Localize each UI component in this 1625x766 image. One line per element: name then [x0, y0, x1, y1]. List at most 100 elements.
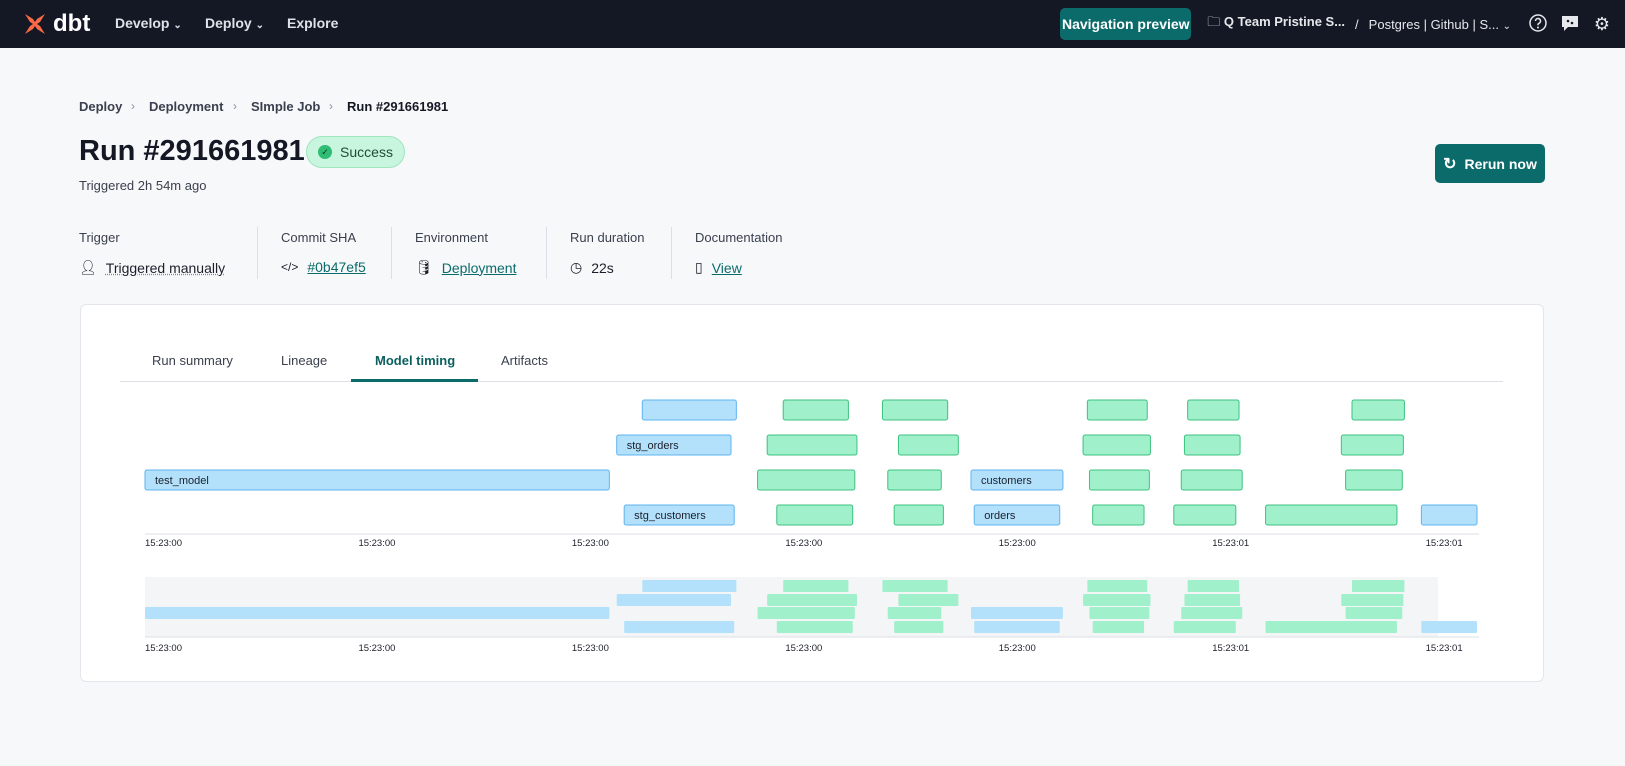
- timing-bar[interactable]: [1183, 434, 1241, 456]
- environment-link[interactable]: Deployment: [441, 259, 517, 276]
- timing-bar[interactable]: [1420, 504, 1478, 526]
- project-name: Q Team Pristine S...: [1223, 14, 1346, 29]
- status-text: Success: [340, 144, 393, 160]
- run-duration-value: ◷ 22s: [570, 259, 614, 276]
- overview-bar: [1173, 621, 1236, 633]
- commit-sha-value: </> #0b47ef5: [281, 259, 366, 275]
- folder-icon: 🗀: [1207, 14, 1221, 29]
- nav-label: Deploy: [205, 15, 252, 31]
- nav-explore[interactable]: Explore: [287, 15, 338, 31]
- help-icon[interactable]: [1527, 13, 1549, 35]
- check-circle-icon: ✓: [318, 145, 333, 159]
- chevron-down-icon: ⌄: [255, 20, 264, 31]
- commit-sha-link[interactable]: #0b47ef5: [307, 259, 366, 275]
- timing-bar[interactable]: [1086, 399, 1148, 421]
- status-badge: ✓ Success: [306, 136, 405, 168]
- topbar-right-group: Navigation preview 🗀 Q Team Pristine S..…: [1060, 8, 1613, 40]
- timing-bar[interactable]: [1340, 434, 1404, 456]
- feedback-chat-icon[interactable]: [1559, 13, 1581, 35]
- timing-bar[interactable]: [776, 504, 854, 526]
- rerun-label: Rerun now: [1464, 155, 1537, 172]
- overview-bar: [1083, 594, 1151, 606]
- timing-bar[interactable]: [1082, 434, 1151, 456]
- timing-bar[interactable]: [1187, 399, 1240, 421]
- overview-bar: [1092, 621, 1145, 633]
- timing-bar[interactable]: [1345, 469, 1403, 491]
- overview-bar: [1184, 594, 1241, 606]
- timing-bar[interactable]: [1092, 504, 1145, 526]
- gear-icon[interactable]: ⚙: [1593, 14, 1611, 34]
- timing-bar[interactable]: [144, 469, 610, 491]
- timing-bar[interactable]: [973, 504, 1061, 526]
- timing-bar-label: customers: [981, 475, 1032, 487]
- overview-bar: [1341, 594, 1404, 606]
- overview-bar: [757, 607, 855, 619]
- tab-model-timing[interactable]: Model timing: [375, 353, 456, 368]
- overview-bar: [887, 607, 942, 619]
- nav-deploy[interactable]: Deploy ⌄: [205, 15, 264, 31]
- project-selector[interactable]: 🗀 Q Team Pristine S...: [1207, 13, 1345, 35]
- breadcrumb-job[interactable]: SImple Job: [251, 99, 321, 114]
- timing-bar[interactable]: [1265, 504, 1398, 526]
- overview-bar: [882, 580, 948, 592]
- trigger-label: Trigger: [79, 230, 120, 245]
- commit-sha-label: Commit SHA: [281, 230, 357, 245]
- tab-artifacts[interactable]: Artifacts: [501, 353, 548, 368]
- breadcrumb-current-run: Run #291661981: [347, 99, 449, 114]
- x-tick-label: 15:23:01: [1212, 538, 1249, 549]
- overview-bar: [776, 621, 853, 633]
- timing-bar[interactable]: [766, 434, 858, 456]
- overview-bar: [1352, 580, 1405, 592]
- chevron-right-icon: ›: [329, 99, 333, 113]
- x-tick-label: 15:23:01: [1426, 643, 1463, 654]
- timing-bar[interactable]: [1180, 469, 1243, 491]
- nav-develop[interactable]: Develop ⌄: [115, 15, 182, 31]
- overview-bar: [1345, 607, 1403, 619]
- timing-bar[interactable]: [641, 399, 737, 421]
- timing-bar[interactable]: [616, 434, 732, 456]
- dbt-logo[interactable]: dbt: [22, 10, 90, 38]
- tab-run-summary[interactable]: Run summary: [152, 353, 233, 368]
- timing-bar[interactable]: [1173, 504, 1237, 526]
- overview-bar: [1265, 621, 1397, 633]
- timing-bar[interactable]: [623, 504, 735, 526]
- overview-bar: [1089, 607, 1150, 619]
- documentation-view-link[interactable]: View: [711, 259, 742, 276]
- top-navigation-bar: dbt Develop ⌄ Deploy ⌄ Explore Navigatio…: [0, 0, 1625, 48]
- run-duration-label: Run duration: [570, 230, 645, 245]
- overview-bar: [974, 621, 1060, 633]
- timing-bar[interactable]: [1088, 469, 1150, 491]
- timing-bar[interactable]: [887, 469, 942, 491]
- x-tick-label: 15:23:01: [1212, 643, 1249, 654]
- code-icon: </>: [281, 260, 299, 274]
- breadcrumb-separator: /: [1355, 16, 1359, 32]
- breadcrumb-deployment[interactable]: Deployment: [149, 99, 224, 114]
- overview-bar: [767, 594, 857, 606]
- timing-bar-label: test_model: [155, 475, 209, 487]
- book-icon: ▯: [695, 259, 703, 275]
- timing-bar[interactable]: [757, 469, 856, 491]
- timing-bar[interactable]: [881, 399, 949, 421]
- environment-selector[interactable]: Postgres | Github | S... ⌄: [1369, 17, 1511, 32]
- timing-bar[interactable]: [893, 504, 944, 526]
- timing-bar[interactable]: [970, 469, 1064, 491]
- documentation-value: ▯ View: [695, 259, 742, 276]
- timing-bar[interactable]: [782, 399, 849, 421]
- tab-divider: [120, 381, 1503, 382]
- x-tick-label: 15:23:00: [999, 538, 1036, 549]
- navigation-preview-button[interactable]: Navigation preview: [1060, 8, 1192, 40]
- tab-lineage[interactable]: Lineage: [281, 353, 328, 368]
- timing-bar[interactable]: [1351, 399, 1405, 421]
- x-tick-label: 15:23:00: [572, 643, 609, 654]
- chevron-right-icon: ›: [131, 99, 135, 113]
- rerun-now-button[interactable]: ↻ Rerun now: [1435, 144, 1545, 183]
- timing-bar[interactable]: [897, 434, 959, 456]
- database-icon: 🛢︎: [415, 259, 433, 275]
- trigger-text: Triggered manually: [105, 259, 226, 276]
- environment-name: Postgres | Github | S...: [1368, 16, 1499, 32]
- breadcrumb-deploy[interactable]: Deploy: [79, 99, 123, 114]
- chevron-down-icon: ⌄: [173, 20, 182, 31]
- logo-text: dbt: [53, 10, 91, 37]
- run-duration-text: 22s: [591, 259, 614, 276]
- overview-bar: [616, 594, 732, 606]
